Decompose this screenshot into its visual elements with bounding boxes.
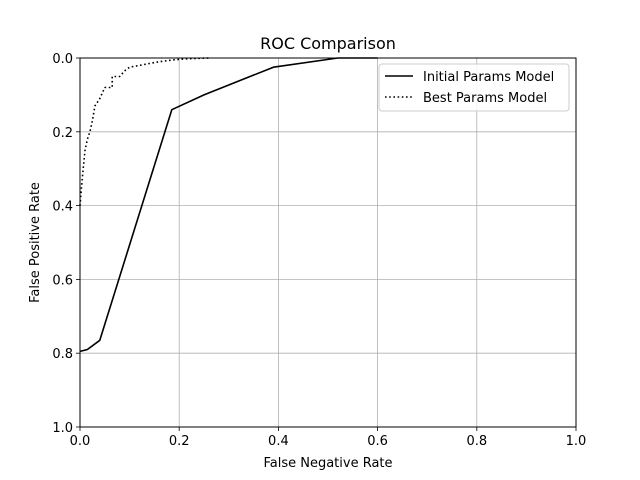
y-tick-label: 0.2 [52,126,73,141]
x-tick-label: 1.0 [566,434,587,449]
legend: Initial Params Model Best Params Model [378,63,570,112]
series-layer [79,57,378,353]
x-tick-label: 0.4 [268,434,289,449]
y-tick-label: 1.0 [52,421,73,436]
y-tick-label: 0.0 [52,52,73,67]
grid-layer [79,57,577,428]
tick-layer: 0.0 0.2 0.4 0.6 0.8 1.00.00.20.40.60.81.0 [52,52,586,449]
y-tick-label: 0.6 [52,273,73,288]
y-tick-label: 0.4 [52,200,73,215]
legend-label-best: Best Params Model [423,91,547,106]
legend-box [378,63,570,112]
x-tick-label: 0.0 [70,434,91,449]
x-tick-label: 0.6 [367,434,388,449]
legend-label-initial: Initial Params Model [423,70,554,85]
y-axis-label: False Positive Rate [28,182,43,303]
x-tick-label: 0.2 [169,434,190,449]
series-line-best-params [79,57,210,206]
x-axis-label: False Negative Rate [263,456,392,471]
chart-title: ROC Comparison [260,34,396,53]
y-tick-label: 0.8 [52,347,73,362]
plot-frame [79,57,577,428]
series-line-initial-params [79,57,378,353]
x-tick-label: 0.8 [466,434,487,449]
